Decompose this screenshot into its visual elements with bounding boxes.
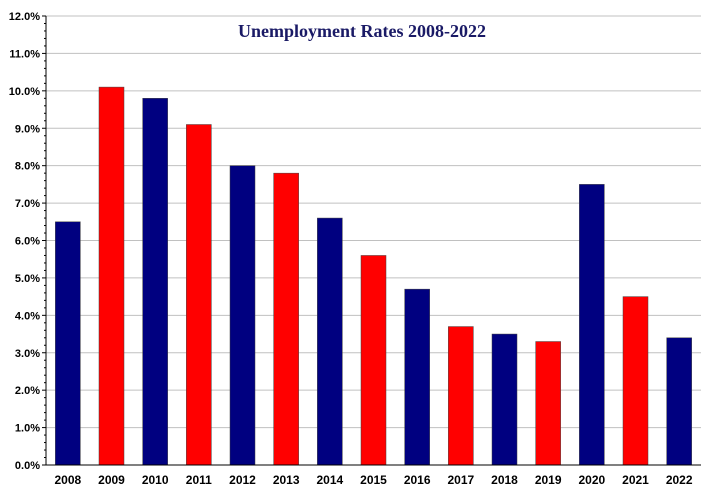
bar-2018 — [491, 333, 518, 466]
x-category-label: 2015 — [360, 473, 387, 485]
x-category-label: 2016 — [404, 473, 431, 485]
bar-2011 — [186, 124, 212, 466]
bar-2022 — [666, 337, 692, 466]
chart-title: Unemployment Rates 2008-2022 — [238, 21, 486, 41]
x-category-label: 2013 — [273, 473, 300, 485]
y-tick-label: 4.0% — [15, 310, 40, 322]
bar-2009 — [98, 86, 125, 466]
x-category-label: 2022 — [666, 473, 693, 485]
y-tick-label: 7.0% — [15, 198, 40, 210]
x-category-label: 2012 — [229, 473, 256, 485]
axes — [42, 15, 701, 466]
y-tick-label: 8.0% — [15, 161, 40, 173]
y-tick-labels: 0.0% 1.0% 2.0% 3.0% 4.0% 5.0% 6.0% 7.0% 8.0% 9.0%… — [9, 11, 40, 472]
bars — [55, 86, 692, 466]
y-tick-label: 6.0% — [15, 236, 40, 248]
y-tick-label: 12.0% — [9, 11, 40, 23]
y-tick-label: 10.0% — [9, 86, 40, 98]
x-category-label: 2014 — [316, 473, 343, 485]
bar-2012 — [229, 165, 256, 466]
x-category-label: 2010 — [142, 473, 169, 485]
x-category-label: 2017 — [447, 473, 474, 485]
x-category-label: 2011 — [186, 473, 212, 485]
x-category-labels: 2008 2009 2010 2011 2012 2013 2014 2015 2016 2017… — [54, 473, 692, 485]
bar-2008 — [55, 221, 81, 466]
bar-2020 — [579, 184, 605, 466]
bar-2013 — [273, 172, 299, 466]
bar-2015 — [360, 255, 387, 466]
x-category-label: 2009 — [98, 473, 125, 485]
y-tick-label: 2.0% — [15, 385, 40, 397]
bar-2014 — [317, 217, 343, 466]
y-tick-label: 9.0% — [15, 123, 40, 135]
y-tick-label: 3.0% — [15, 348, 40, 360]
bar-2017 — [448, 326, 474, 466]
y-tick-label: 5.0% — [15, 273, 40, 285]
x-category-label: 2021 — [622, 473, 649, 485]
x-category-label: 2018 — [491, 473, 518, 485]
x-category-label: 2019 — [535, 473, 562, 485]
y-tick-label: 11.0% — [9, 48, 40, 60]
x-category-label: 2020 — [578, 473, 605, 485]
y-tick-label: 0.0% — [15, 460, 40, 472]
bar-2019 — [535, 341, 561, 466]
bar-2021 — [622, 296, 649, 466]
bar-2016 — [404, 288, 430, 466]
bar-2010 — [142, 98, 168, 466]
y-tick-label: 1.0% — [15, 423, 40, 435]
x-category-label: 2008 — [54, 473, 81, 485]
